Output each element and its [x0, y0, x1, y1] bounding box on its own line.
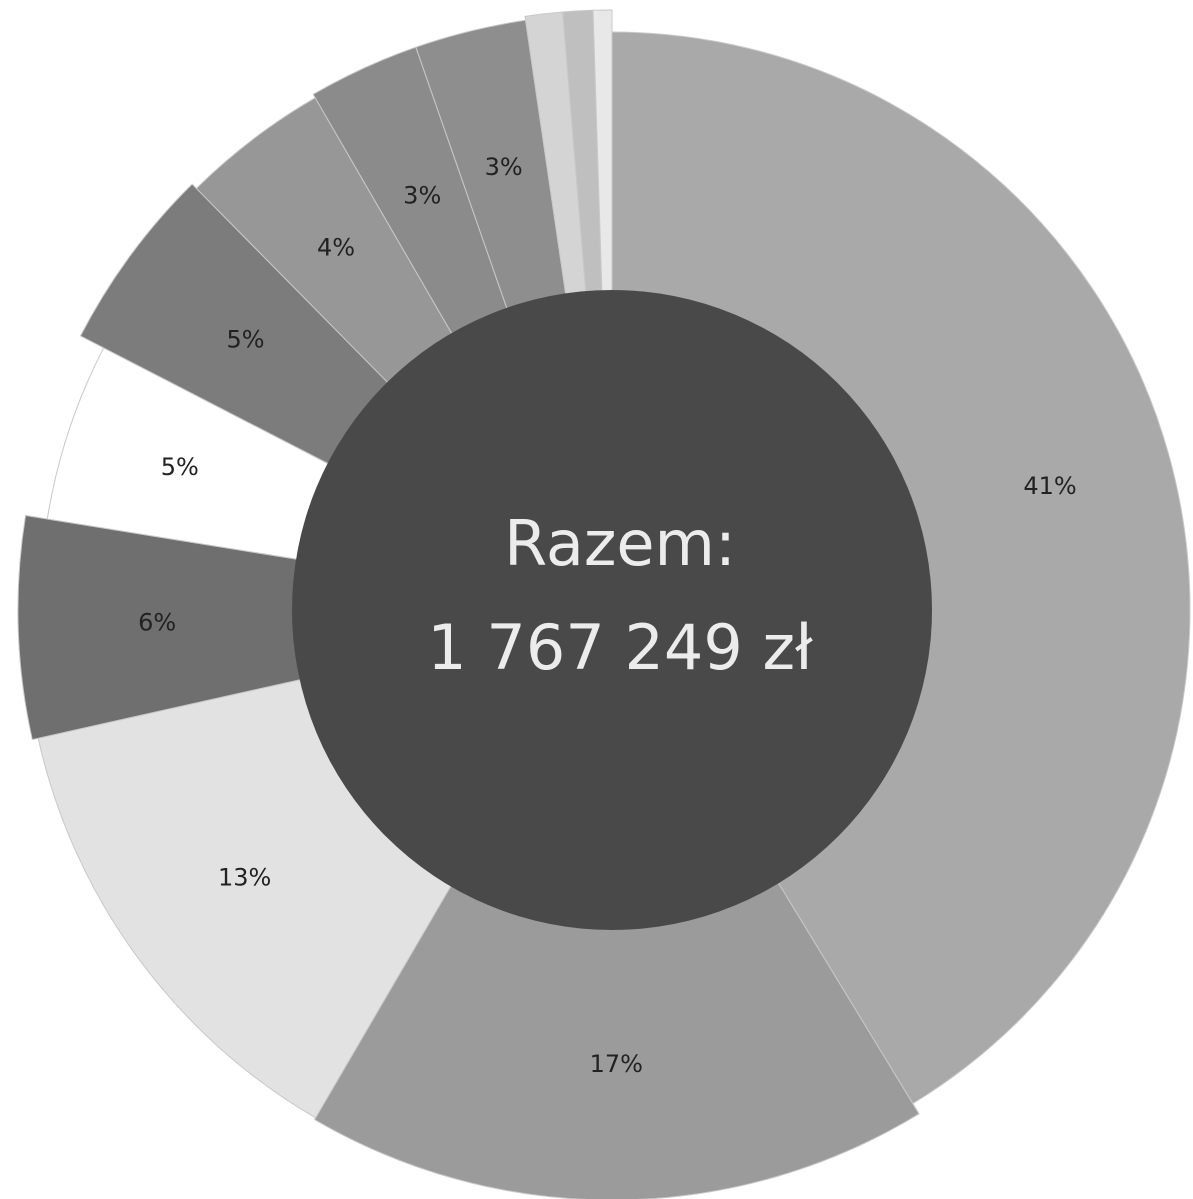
center-value: 1 767 249 zł	[427, 611, 813, 684]
data-label: 5%	[161, 453, 199, 481]
data-label: 13%	[218, 863, 271, 891]
center-title: Razem:	[504, 507, 736, 580]
data-label: 6%	[138, 609, 176, 637]
data-label: 3%	[403, 181, 441, 209]
data-label: 5%	[226, 325, 264, 353]
data-label: 4%	[317, 233, 355, 261]
center-disc	[292, 290, 932, 930]
data-label: 41%	[1023, 472, 1076, 500]
data-label: 3%	[485, 153, 523, 181]
data-label: 17%	[590, 1050, 643, 1078]
